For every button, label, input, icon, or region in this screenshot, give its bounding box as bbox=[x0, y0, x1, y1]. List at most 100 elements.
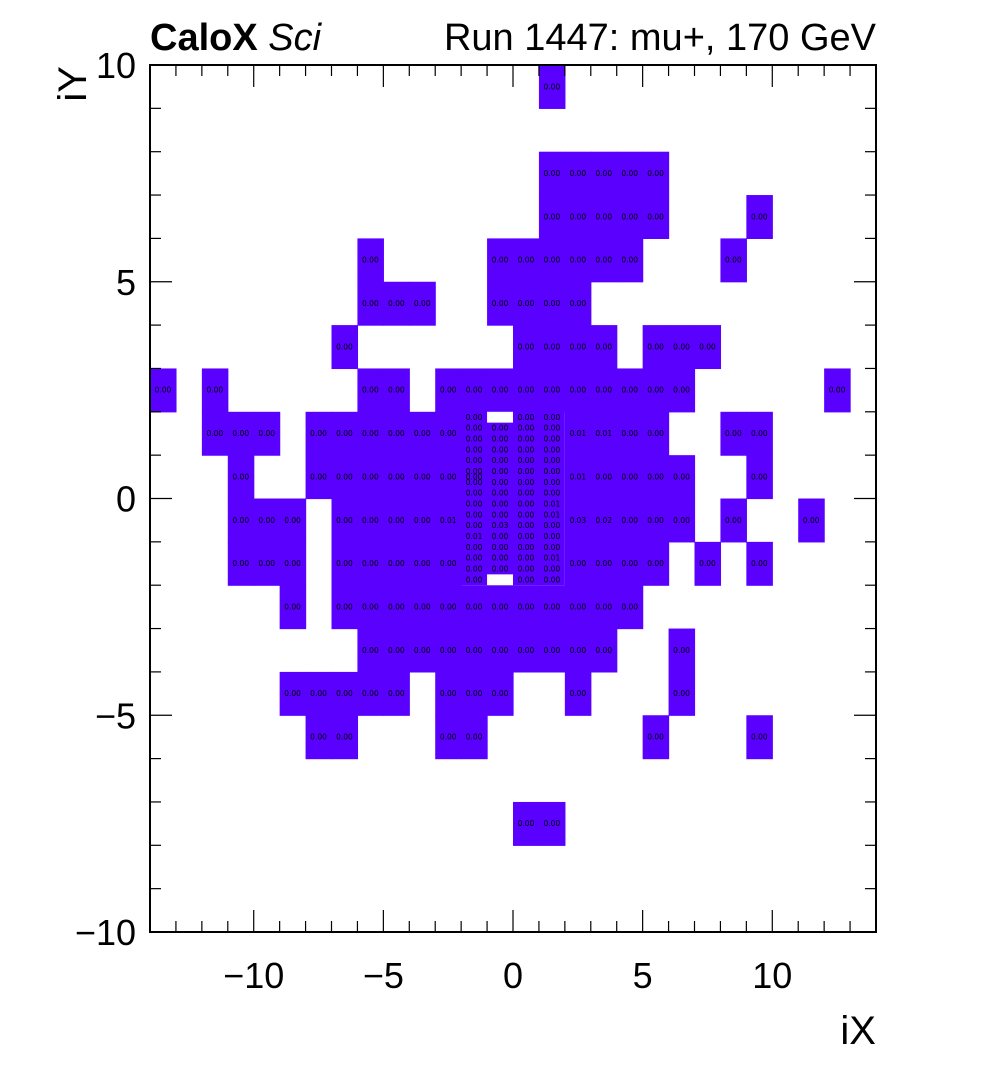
heatmap-cell bbox=[331, 671, 359, 716]
heatmap-cell bbox=[435, 411, 462, 456]
cell-value-label: 0.00 bbox=[673, 646, 690, 655]
cell-value-label: 0.00 bbox=[544, 299, 561, 308]
heatmap-cell bbox=[305, 715, 333, 760]
heatmap-cell bbox=[331, 411, 359, 456]
heatmap-cell bbox=[357, 368, 384, 413]
cell-value-label: 0.00 bbox=[336, 516, 353, 525]
cell-value-label: 0.00 bbox=[310, 429, 327, 438]
cell-value-label: 0.00 bbox=[595, 602, 612, 611]
fine-cell-value-label: 0.00 bbox=[492, 510, 509, 519]
heatmap-cell bbox=[305, 455, 333, 500]
fine-cell-value-label: 0.00 bbox=[492, 456, 509, 465]
cell-value-label: 0.00 bbox=[284, 602, 301, 611]
heatmap-cell bbox=[746, 541, 773, 586]
cell-value-label: 0.00 bbox=[414, 602, 431, 611]
heatmap-cell bbox=[201, 368, 229, 413]
heatmap-cell bbox=[435, 585, 462, 630]
cell-value-label: 0.00 bbox=[518, 819, 535, 828]
axis-ticks bbox=[149, 64, 877, 933]
heatmap-cell bbox=[383, 498, 410, 543]
cell-value-label: 0.00 bbox=[621, 472, 638, 481]
heatmap-cell bbox=[668, 498, 696, 543]
heatmap-cell bbox=[357, 238, 384, 283]
heatmap-cell bbox=[409, 585, 436, 630]
cell-value-label: 0.00 bbox=[362, 602, 379, 611]
heatmap-cell bbox=[694, 541, 722, 586]
cell-value-label: 0.00 bbox=[258, 429, 275, 438]
cell-value-label: 0.00 bbox=[621, 516, 638, 525]
cell-value-label: 0.00 bbox=[232, 472, 249, 481]
fine-cell-value-label: 0.00 bbox=[518, 456, 535, 465]
cell-value-label: 0.00 bbox=[647, 386, 664, 395]
x-axis-label: iX bbox=[840, 1009, 876, 1053]
heatmap-cell bbox=[746, 195, 773, 239]
cell-value-label: 0.00 bbox=[310, 733, 327, 742]
cell-value-label: 0.00 bbox=[492, 386, 509, 395]
cell-value-label: 0.00 bbox=[647, 169, 664, 178]
fine-cell-value-label: 0.00 bbox=[544, 424, 561, 433]
cell-value-label: 0.00 bbox=[647, 559, 664, 568]
heatmap-cell bbox=[227, 498, 255, 543]
cell-value-label: 0.00 bbox=[621, 602, 638, 611]
heatmap-cell bbox=[590, 368, 618, 413]
cell-value-label: 0.00 bbox=[569, 256, 586, 265]
heatmap-cell bbox=[461, 715, 488, 760]
cell-value-label: 0.00 bbox=[414, 472, 431, 481]
heatmap-cell bbox=[305, 671, 333, 716]
fine-cell-value-label: 0.00 bbox=[492, 445, 509, 454]
heatmap-cell bbox=[564, 628, 592, 673]
cell-value-label: 0.00 bbox=[440, 386, 457, 395]
cell-value-label: 0.00 bbox=[518, 602, 535, 611]
cell-value-label: 0.00 bbox=[544, 342, 561, 351]
cell-value-label: 0.00 bbox=[647, 516, 664, 525]
heatmap-cell bbox=[279, 541, 307, 586]
heatmap-cell bbox=[616, 411, 644, 456]
fine-cell-value-label: 0.00 bbox=[544, 413, 561, 422]
cell-value-label: 0.00 bbox=[440, 429, 457, 438]
heatmap-cell bbox=[746, 715, 773, 760]
cell-value-label: 0.00 bbox=[362, 386, 379, 395]
fine-cell-value-label: 0.00 bbox=[492, 478, 509, 487]
heatmap-cell bbox=[720, 238, 747, 283]
heatmap-cell bbox=[538, 585, 566, 630]
fine-cell-value-label: 0.00 bbox=[492, 554, 509, 563]
cell-value-label: 0.00 bbox=[751, 429, 768, 438]
cell-value-label: 0.00 bbox=[751, 472, 768, 481]
cell-value-label: 0.00 bbox=[673, 689, 690, 698]
heatmap-cell bbox=[642, 715, 670, 760]
cell-value-label: 0.00 bbox=[595, 342, 612, 351]
heatmap-cell bbox=[383, 585, 410, 630]
cell-value-label: 0.00 bbox=[647, 472, 664, 481]
heatmap-cell bbox=[538, 65, 566, 109]
heatmap-cell bbox=[253, 411, 281, 456]
heatmap-cell bbox=[409, 281, 436, 326]
x-tick-label: −5 bbox=[363, 955, 404, 996]
heatmap-cell bbox=[538, 281, 566, 326]
cell-value-label: 0.00 bbox=[803, 516, 820, 525]
cell-value-label: 0.00 bbox=[569, 169, 586, 178]
heatmap-cell bbox=[642, 368, 670, 413]
x-tick-label: 5 bbox=[633, 955, 653, 996]
fine-region bbox=[461, 411, 565, 586]
cell-value-label: 0.00 bbox=[518, 256, 535, 265]
fine-cell-value-label: 0.00 bbox=[518, 467, 535, 476]
cell-value-label: 0.00 bbox=[544, 169, 561, 178]
cell-value-label: 0.00 bbox=[492, 299, 509, 308]
cell-value-label: 0.00 bbox=[388, 516, 405, 525]
cell-value-label: 0.00 bbox=[595, 169, 612, 178]
cell-value-label: 0.00 bbox=[155, 386, 172, 395]
cell-value-label: 0.00 bbox=[751, 212, 768, 221]
cell-value-label: 0.01 bbox=[569, 429, 586, 438]
heatmap-cell bbox=[331, 585, 359, 630]
cell-value-label: 0.00 bbox=[673, 342, 690, 351]
heatmap-cell bbox=[616, 585, 644, 630]
cell-value-label: 0.00 bbox=[569, 689, 586, 698]
heatmap-cell bbox=[538, 325, 566, 370]
cell-value-label: 0.00 bbox=[414, 559, 431, 568]
heatmap-cell bbox=[564, 541, 592, 586]
heatmap-cell bbox=[720, 411, 747, 456]
cell-value-label: 0.02 bbox=[595, 516, 612, 525]
heatmap-cell bbox=[409, 455, 436, 500]
heatmap-cell bbox=[668, 325, 696, 370]
heatmap-cell bbox=[564, 281, 592, 326]
